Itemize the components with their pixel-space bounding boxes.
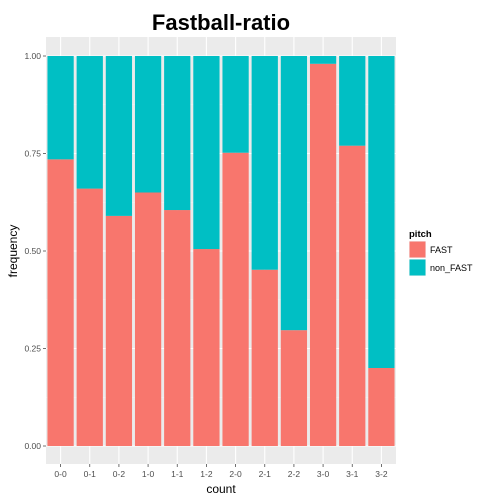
- bar-fast-3-2: [368, 368, 395, 446]
- bar-fast-0-2: [105, 215, 133, 446]
- bar-fast-1-2: [193, 249, 220, 446]
- x-axis-label: count: [206, 482, 236, 496]
- bar-fast-1-1: [164, 210, 191, 446]
- x-tick-label: 1-2: [200, 469, 213, 479]
- legend-label: FAST: [430, 245, 453, 255]
- bar-non-fast-2-1: [251, 56, 278, 270]
- x-tick-label: 1-0: [142, 469, 155, 479]
- legend-title: pitch: [409, 229, 432, 240]
- bar-fast-0-1: [76, 188, 103, 446]
- bar-fast-3-0: [309, 63, 337, 447]
- x-tick-label: 0-0: [54, 469, 67, 479]
- bar-non-fast-0-1: [76, 56, 103, 189]
- x-tick-label: 0-1: [84, 469, 97, 479]
- x-tick-label: 3-2: [375, 469, 388, 479]
- y-tick-label: 0.25: [24, 344, 41, 354]
- bar-fast-2-0: [222, 152, 249, 446]
- y-axis-label: frequency: [6, 225, 20, 278]
- bar-fast-0-0: [47, 159, 74, 446]
- bar-fast-1-0: [134, 192, 162, 446]
- bar-non-fast-2-2: [280, 56, 308, 331]
- legend-label: non_FAST: [430, 263, 473, 273]
- y-axis: 0.00 0.25 0.50 0.75 1.00: [24, 51, 46, 451]
- x-tick-label: 2-1: [259, 469, 272, 479]
- bar-non-fast-1-2: [193, 56, 220, 250]
- x-tick-label: 2-2: [288, 469, 301, 479]
- x-tick-label: 3-1: [346, 469, 359, 479]
- bars: [47, 56, 395, 447]
- bar-non-fast-0-2: [105, 56, 133, 216]
- legend-key-non-fast: [409, 259, 426, 276]
- y-tick-label: 0.50: [24, 246, 41, 256]
- legend-key-fast: [409, 241, 426, 258]
- bar-fast-3-1: [339, 145, 366, 446]
- bar-non-fast-2-0: [222, 56, 249, 153]
- bar-non-fast-3-0: [309, 56, 337, 64]
- bar-non-fast-3-1: [339, 56, 366, 146]
- x-tick-label: 0-2: [113, 469, 126, 479]
- y-tick-label: 0.00: [24, 441, 41, 451]
- bar-fast-2-2: [280, 330, 308, 446]
- x-axis: 0-0 0-1 0-2 1-0 1-1 1-2 2-0 2-1 2-2 3-0 3-1 3-2: [54, 464, 388, 479]
- bar-non-fast-1-1: [164, 56, 191, 211]
- bar-non-fast-0-0: [47, 56, 74, 160]
- x-tick-label: 1-1: [171, 469, 184, 479]
- x-tick-label: 2-0: [229, 469, 242, 479]
- chart-title: Fastball-ratio: [152, 10, 290, 35]
- y-tick-label: 0.75: [24, 149, 41, 159]
- bar-non-fast-3-2: [368, 56, 395, 368]
- x-tick-label: 3-0: [317, 469, 330, 479]
- legend: pitch FAST non_FAST: [409, 229, 473, 276]
- y-tick-label: 1.00: [24, 51, 41, 61]
- bar-fast-2-1: [251, 269, 278, 446]
- bar-non-fast-1-0: [134, 56, 162, 193]
